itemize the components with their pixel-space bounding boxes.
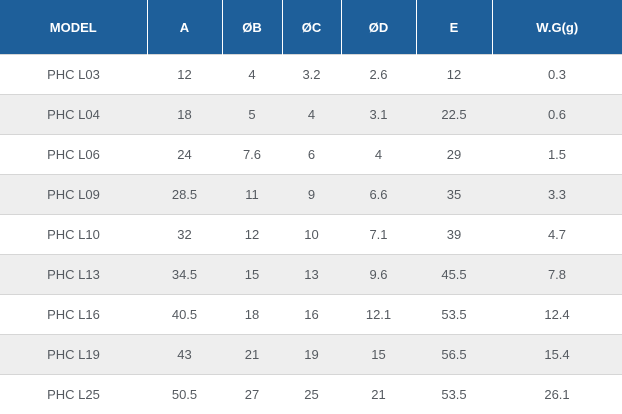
cell-b: 27 <box>222 375 282 414</box>
cell-b: 7.6 <box>222 135 282 175</box>
cell-c: 10 <box>282 215 341 255</box>
cell-b: 5 <box>222 95 282 135</box>
cell-model: PHC L25 <box>0 375 147 414</box>
cell-a: 43 <box>147 335 222 375</box>
header-c-diameter: ØC <box>282 0 341 55</box>
table-body: PHC L03 12 4 3.2 2.6 12 0.3 PHC L04 18 5… <box>0 55 622 414</box>
cell-e: 56.5 <box>416 335 492 375</box>
cell-a: 28.5 <box>147 175 222 215</box>
cell-e: 53.5 <box>416 295 492 335</box>
cell-a: 50.5 <box>147 375 222 414</box>
table-header: MODEL A ØB ØC ØD E W.G(g) <box>0 0 622 55</box>
cell-c: 16 <box>282 295 341 335</box>
header-d-diameter: ØD <box>341 0 416 55</box>
cell-model: PHC L06 <box>0 135 147 175</box>
cell-b: 11 <box>222 175 282 215</box>
table-row: PHC L03 12 4 3.2 2.6 12 0.3 <box>0 55 622 95</box>
cell-d: 3.1 <box>341 95 416 135</box>
cell-c: 19 <box>282 335 341 375</box>
cell-weight: 1.5 <box>492 135 622 175</box>
cell-weight: 4.7 <box>492 215 622 255</box>
cell-a: 32 <box>147 215 222 255</box>
cell-weight: 7.8 <box>492 255 622 295</box>
cell-model: PHC L13 <box>0 255 147 295</box>
cell-b: 18 <box>222 295 282 335</box>
cell-weight: 0.6 <box>492 95 622 135</box>
cell-weight: 12.4 <box>492 295 622 335</box>
cell-model: PHC L19 <box>0 335 147 375</box>
cell-d: 7.1 <box>341 215 416 255</box>
cell-weight: 3.3 <box>492 175 622 215</box>
table-row: PHC L19 43 21 19 15 56.5 15.4 <box>0 335 622 375</box>
cell-c: 4 <box>282 95 341 135</box>
cell-b: 12 <box>222 215 282 255</box>
cell-d: 15 <box>341 335 416 375</box>
cell-c: 13 <box>282 255 341 295</box>
cell-weight: 0.3 <box>492 55 622 95</box>
cell-b: 4 <box>222 55 282 95</box>
table-row: PHC L13 34.5 15 13 9.6 45.5 7.8 <box>0 255 622 295</box>
cell-e: 39 <box>416 215 492 255</box>
table-row: PHC L09 28.5 11 9 6.6 35 3.3 <box>0 175 622 215</box>
cell-e: 29 <box>416 135 492 175</box>
cell-a: 40.5 <box>147 295 222 335</box>
header-model: MODEL <box>0 0 147 55</box>
cell-model: PHC L09 <box>0 175 147 215</box>
header-e: E <box>416 0 492 55</box>
table-row: PHC L04 18 5 4 3.1 22.5 0.6 <box>0 95 622 135</box>
cell-a: 18 <box>147 95 222 135</box>
cell-d: 21 <box>341 375 416 414</box>
cell-weight: 26.1 <box>492 375 622 414</box>
cell-e: 22.5 <box>416 95 492 135</box>
cell-d: 9.6 <box>341 255 416 295</box>
cell-a: 12 <box>147 55 222 95</box>
cell-d: 6.6 <box>341 175 416 215</box>
cell-weight: 15.4 <box>492 335 622 375</box>
cell-d: 4 <box>341 135 416 175</box>
table-row: PHC L10 32 12 10 7.1 39 4.7 <box>0 215 622 255</box>
header-weight: W.G(g) <box>492 0 622 55</box>
table-row: PHC L25 50.5 27 25 21 53.5 26.1 <box>0 375 622 414</box>
cell-e: 35 <box>416 175 492 215</box>
cell-b: 21 <box>222 335 282 375</box>
cell-a: 34.5 <box>147 255 222 295</box>
cell-c: 25 <box>282 375 341 414</box>
cell-d: 2.6 <box>341 55 416 95</box>
table-row: PHC L16 40.5 18 16 12.1 53.5 12.4 <box>0 295 622 335</box>
header-a: A <box>147 0 222 55</box>
cell-e: 45.5 <box>416 255 492 295</box>
cell-e: 53.5 <box>416 375 492 414</box>
table-row: PHC L06 24 7.6 6 4 29 1.5 <box>0 135 622 175</box>
cell-c: 3.2 <box>282 55 341 95</box>
cell-model: PHC L16 <box>0 295 147 335</box>
cell-a: 24 <box>147 135 222 175</box>
cell-model: PHC L04 <box>0 95 147 135</box>
header-row: MODEL A ØB ØC ØD E W.G(g) <box>0 0 622 55</box>
cell-b: 15 <box>222 255 282 295</box>
cell-model: PHC L10 <box>0 215 147 255</box>
cell-d: 12.1 <box>341 295 416 335</box>
cell-c: 6 <box>282 135 341 175</box>
header-b-diameter: ØB <box>222 0 282 55</box>
cell-c: 9 <box>282 175 341 215</box>
cell-e: 12 <box>416 55 492 95</box>
cell-model: PHC L03 <box>0 55 147 95</box>
